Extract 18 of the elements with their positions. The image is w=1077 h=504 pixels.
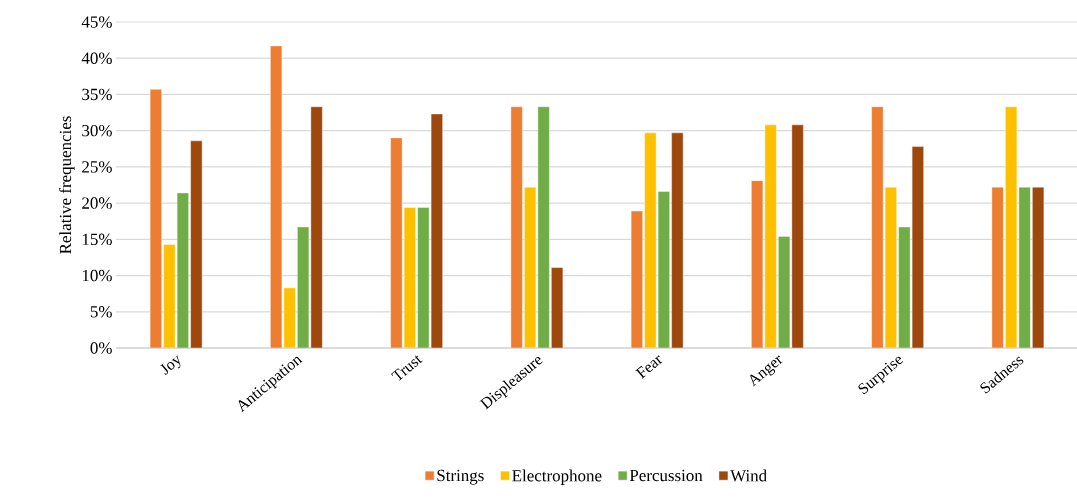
legend-label: Electrophone <box>512 469 602 485</box>
x-tick-label: Joy <box>160 355 181 375</box>
y-tick-label: 25% <box>82 161 112 173</box>
y-tick-label: 35% <box>82 88 112 101</box>
x-tick-label: Trust <box>391 355 423 381</box>
y-tick-label: 20% <box>82 197 112 209</box>
y-tick-label: 40% <box>81 52 112 64</box>
y-tick-label: 5% <box>90 306 112 318</box>
legend-label: Wind <box>730 469 767 482</box>
y-tick-label: 0% <box>90 342 112 354</box>
legend-label: Strings <box>437 469 484 485</box>
y-tick-label: 15% <box>82 233 112 246</box>
legend-label: Percussion <box>629 469 703 482</box>
y-tick-label: 10% <box>82 269 112 282</box>
y-tick-label: 30% <box>82 124 112 137</box>
y-tick-label: 45% <box>81 16 112 28</box>
y-axis-title: Relative frequencies <box>59 116 75 254</box>
x-tick-label: Fear <box>635 355 663 379</box>
